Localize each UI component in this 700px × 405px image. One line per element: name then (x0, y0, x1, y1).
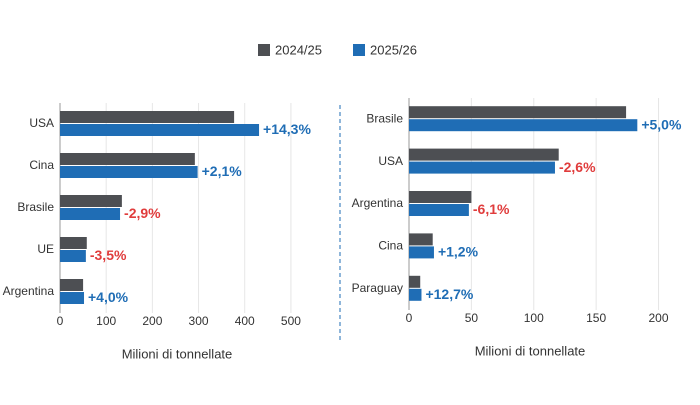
bar (60, 124, 260, 136)
bar (60, 208, 121, 220)
bar (60, 195, 122, 207)
y-tick-label: Brasile (366, 111, 403, 125)
x-tick-label: 200 (142, 314, 162, 328)
bar (60, 279, 84, 291)
bar (60, 166, 198, 178)
value-label: +4,0% (88, 289, 129, 305)
x-tick-label: 150 (586, 311, 606, 325)
value-label: +14,3% (263, 121, 311, 137)
y-tick-label: USA (378, 154, 403, 168)
x-tick-label: 400 (235, 314, 255, 328)
y-tick-label: Paraguay (352, 281, 403, 295)
x-tick-label: 0 (57, 314, 64, 328)
value-label: +5,0% (641, 116, 682, 132)
bar (409, 233, 433, 246)
y-tick-label: Cina (29, 158, 54, 172)
bar (60, 250, 86, 262)
legend-label: 2024/25 (275, 42, 322, 57)
bar (409, 204, 469, 216)
bar (409, 106, 627, 119)
bar (409, 275, 421, 288)
bar (60, 237, 87, 249)
y-tick-label: Brasile (17, 200, 54, 214)
legend-label: 2025/26 (370, 42, 417, 57)
x-tick-label: 300 (189, 314, 209, 328)
bar (409, 119, 638, 132)
bar (60, 292, 85, 304)
value-label: -2,9% (124, 205, 161, 221)
x-tick-label: 100 (524, 311, 544, 325)
y-tick-label: UE (37, 242, 54, 256)
x-axis-title: Milioni di tonnellate (475, 343, 586, 358)
x-tick-label: 0 (406, 311, 413, 325)
x-tick-label: 50 (465, 311, 479, 325)
bar (409, 191, 472, 203)
x-axis-title: Milioni di tonnellate (122, 346, 233, 361)
bar (409, 288, 422, 301)
legend-swatch (353, 44, 365, 56)
x-tick-label: 500 (281, 314, 301, 328)
value-label: -6,1% (473, 201, 510, 217)
x-tick-label: 200 (649, 311, 669, 325)
bar (60, 153, 195, 165)
value-label: +12,7% (425, 286, 473, 302)
y-tick-label: Argentina (352, 196, 404, 210)
bar (60, 111, 235, 123)
y-tick-label: USA (29, 116, 54, 130)
value-label: -3,5% (90, 247, 127, 263)
legend-swatch (258, 44, 270, 56)
bar (409, 161, 555, 174)
bar (409, 246, 434, 259)
value-label: +2,1% (202, 163, 243, 179)
x-tick-label: 100 (96, 314, 116, 328)
value-label: -2,6% (559, 159, 596, 175)
bar (409, 148, 559, 161)
y-tick-label: Cina (378, 239, 403, 253)
value-label: +1,2% (438, 244, 479, 260)
y-tick-label: Argentina (3, 284, 55, 298)
